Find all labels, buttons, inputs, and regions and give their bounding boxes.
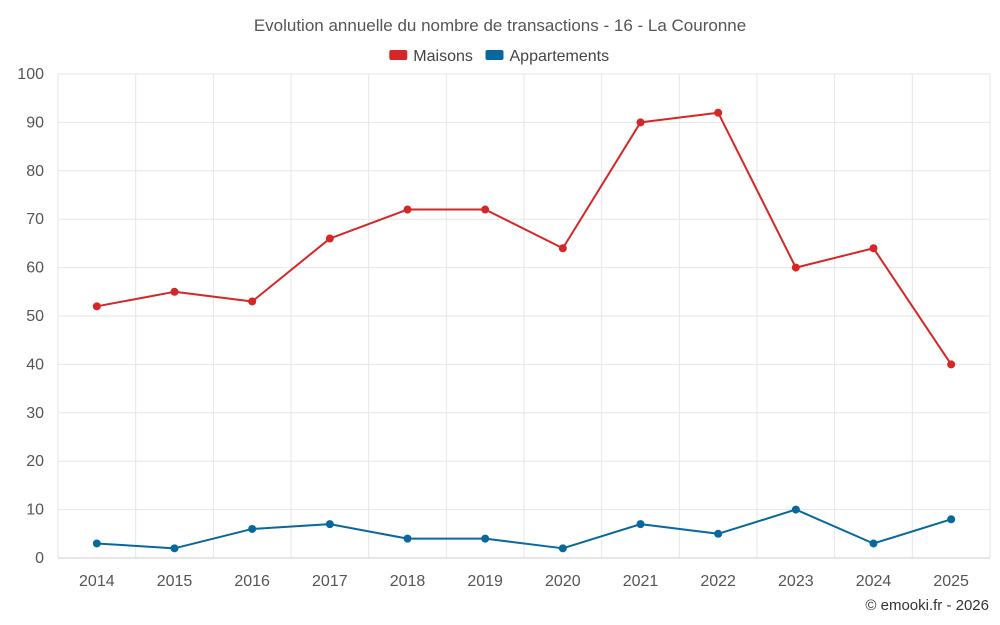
data-point-maisons[interactable]: [325, 234, 334, 243]
data-point-maisons[interactable]: [791, 263, 800, 272]
y-tick-label: 90: [26, 114, 44, 131]
x-tick-label: 2019: [467, 573, 503, 590]
data-point-appartements[interactable]: [947, 515, 956, 524]
data-point-appartements[interactable]: [248, 524, 257, 533]
x-tick-label: 2020: [545, 573, 581, 590]
data-point-appartements[interactable]: [714, 529, 723, 538]
data-point-maisons[interactable]: [92, 302, 101, 311]
data-point-maisons[interactable]: [558, 244, 567, 253]
data-point-maisons[interactable]: [403, 205, 412, 214]
x-tick-label: 2021: [623, 573, 659, 590]
grid: [57, 73, 991, 559]
data-point-maisons[interactable]: [248, 297, 257, 306]
data-point-appartements[interactable]: [403, 534, 412, 543]
legend: Maisons Appartements: [389, 48, 609, 65]
data-point-maisons[interactable]: [947, 360, 956, 369]
x-tick-label: 2022: [700, 573, 736, 590]
data-point-appartements[interactable]: [170, 544, 179, 553]
legend-label: Maisons: [413, 48, 473, 65]
legend-label: Appartements: [510, 48, 610, 65]
x-tick-label: 2014: [79, 573, 115, 590]
data-point-maisons[interactable]: [714, 108, 723, 117]
y-axis: 0 10 20 30 40 50 60 70 80 90 100: [17, 66, 44, 567]
y-tick-label: 70: [26, 211, 44, 228]
x-tick-label: 2024: [856, 573, 892, 590]
data-point-appartements[interactable]: [791, 505, 800, 514]
y-tick-label: 40: [26, 356, 44, 373]
legend-swatch: [389, 50, 408, 60]
series-line-appartements: [96, 508, 952, 550]
x-tick-label: 2025: [933, 573, 969, 590]
legend-item-maisons[interactable]: Maisons: [389, 48, 473, 65]
data-point-appartements[interactable]: [869, 539, 878, 548]
data-point-appartements[interactable]: [481, 534, 490, 543]
data-point-appartements[interactable]: [636, 520, 645, 529]
y-tick-label: 60: [26, 260, 44, 277]
series-line-maisons: [96, 111, 952, 365]
chart-title: Evolution annuelle du nombre de transact…: [254, 16, 746, 35]
data-point-maisons[interactable]: [636, 118, 645, 127]
data-point-appartements[interactable]: [325, 520, 334, 529]
x-tick-label: 2015: [157, 573, 193, 590]
x-tick-label: 2023: [778, 573, 814, 590]
x-axis: 2014 2015 2016 2017 2018 2019 2020 2021 2022 2023…: [58, 557, 990, 590]
series-layer: [92, 108, 956, 553]
y-tick-label: 0: [35, 550, 44, 567]
y-tick-label: 10: [26, 502, 44, 519]
data-point-maisons[interactable]: [481, 205, 490, 214]
data-point-appartements[interactable]: [558, 544, 567, 553]
credit-text: © emooki.fr - 2026: [865, 597, 989, 614]
y-tick-label: 80: [26, 163, 44, 180]
y-tick-label: 30: [26, 405, 44, 422]
x-tick-label: 2016: [234, 573, 270, 590]
y-tick-label: 50: [26, 308, 44, 325]
y-tick-label: 100: [17, 66, 44, 83]
y-tick-label: 20: [26, 453, 44, 470]
data-point-maisons[interactable]: [170, 287, 179, 296]
data-point-appartements[interactable]: [92, 539, 101, 548]
legend-item-appartements[interactable]: Appartements: [485, 48, 610, 65]
x-tick-label: 2017: [312, 573, 348, 590]
data-point-maisons[interactable]: [869, 244, 878, 253]
x-tick-label: 2018: [390, 573, 426, 590]
legend-swatch: [485, 50, 504, 60]
